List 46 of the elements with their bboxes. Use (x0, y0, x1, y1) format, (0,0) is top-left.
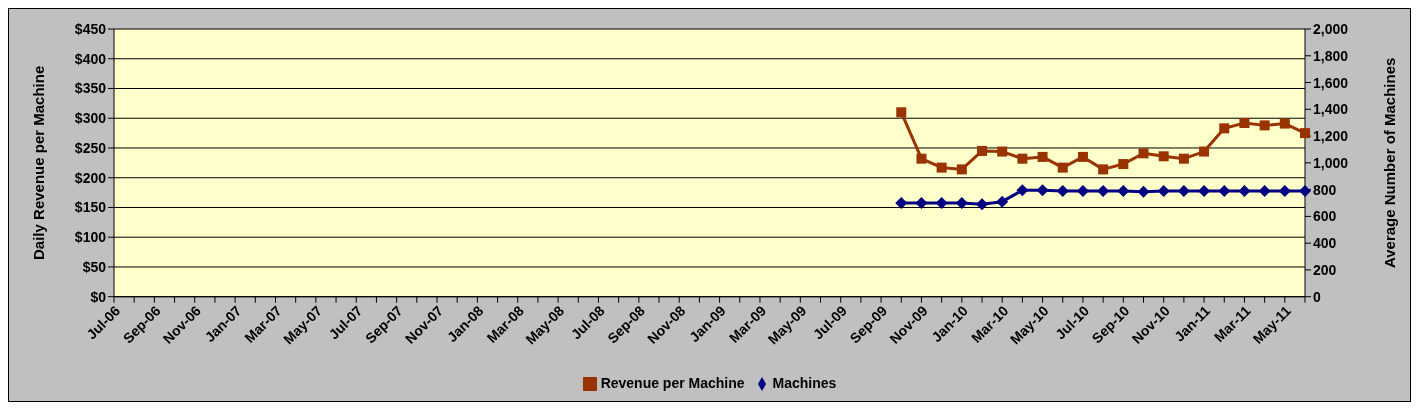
y-tick-label: $350 (74, 80, 107, 97)
y-tick-label: $200 (74, 169, 107, 186)
y2-tick-label: 2,000 (1313, 20, 1349, 37)
point (977, 145, 988, 156)
point (916, 153, 927, 164)
point (1057, 162, 1068, 173)
y-tick-label: $100 (74, 229, 107, 246)
point (1098, 164, 1109, 175)
point (1199, 146, 1210, 157)
y2-tick-label: 200 (1313, 261, 1337, 278)
y2-tick-label: 1,000 (1313, 154, 1349, 171)
y2-tick-label: 600 (1313, 208, 1337, 225)
point (936, 162, 947, 173)
legend-label: Machines (772, 374, 837, 391)
y-tick-label: $150 (74, 199, 107, 216)
point (1178, 153, 1189, 164)
y2-tick-label: 1,800 (1313, 47, 1349, 64)
y2-tick-label: 0 (1313, 288, 1321, 305)
y-tick-label: $300 (74, 110, 107, 127)
y2-tick-label: 800 (1313, 181, 1337, 198)
y2-tick-label: 1,600 (1313, 74, 1349, 91)
y-tick-label: $400 (74, 50, 107, 67)
point (1138, 148, 1149, 159)
point (956, 164, 967, 175)
y-tick-label: $50 (82, 258, 107, 275)
y-tick-label: $450 (74, 20, 107, 37)
point (896, 107, 907, 118)
point (1077, 151, 1088, 162)
point (1158, 151, 1169, 162)
point (1017, 153, 1028, 164)
point (1279, 118, 1290, 129)
point (997, 146, 1008, 157)
point (1300, 128, 1310, 139)
y2-tick-label: 1,200 (1313, 128, 1349, 145)
y2-axis-title: Average Number of Machines (1381, 57, 1399, 269)
point (1259, 120, 1270, 131)
point (1239, 117, 1250, 128)
y-tick-label: $0 (90, 288, 107, 305)
legend-label: Revenue per Machine (600, 374, 745, 391)
y-axis-title: Daily Revenue per Machine (30, 65, 48, 260)
point (1118, 159, 1129, 170)
y2-tick-label: 400 (1313, 235, 1337, 252)
point (1219, 123, 1230, 134)
y2-tick-label: 1,400 (1313, 101, 1349, 118)
y-tick-label: $250 (74, 139, 107, 156)
point (1037, 151, 1048, 162)
